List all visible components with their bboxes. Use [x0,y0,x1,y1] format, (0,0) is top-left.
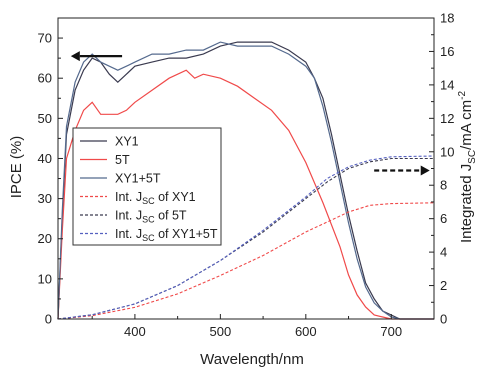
legend: XY1 5T XY1+5T Int. JSC of XY1 Int. JSC of 5T… [72,127,222,246]
series-line-1 [57,69,434,320]
y-left-tick-label: 50 [38,111,52,126]
series-line-5 [57,155,435,320]
legend-label: 5T [115,153,130,167]
series-layer [57,41,435,320]
x-tick-label: 400 [124,324,146,339]
x-axis-title: Wavelength/nm [200,351,304,367]
y-right-tick-label: 10 [440,144,454,159]
legend-label: Int. JSC of 5T [115,209,187,225]
series-line-2 [57,41,434,320]
y-right-tick-label: 16 [440,44,454,59]
tick-layer: 400 500 600 7000102030405060700246810121416… [38,11,455,340]
y-left-tick-label: 30 [38,191,52,206]
x-tick-label: 600 [295,324,317,339]
y-left-tick-label: 70 [38,31,52,46]
x-tick-label: 500 [210,324,232,339]
y-right-tick-label: 2 [440,278,447,293]
y-right-tick-label: 0 [440,312,447,327]
y-right-tick-label: 12 [440,111,454,126]
y-right-tick-label: 14 [440,77,454,92]
y-right-tick-label: 4 [440,245,447,260]
legend-label: Int. JSC of XY1+5T [115,227,218,243]
y-left-tick-label: 20 [38,231,52,246]
y-axis-left-title: IPCE (%) [8,136,25,199]
legend-box [72,127,222,246]
y-right-tick-label: 6 [440,211,447,226]
y-left-tick-label: 0 [45,312,52,327]
y-left-tick-label: 60 [38,71,52,86]
legend-label: Int. JSC of XY1 [115,190,196,206]
y-left-tick-label: 10 [38,271,52,286]
y-right-tick-label: 18 [440,11,454,26]
y-axis-right-title: Integrated JSC/mA cm-2 [457,91,477,243]
legend-label: XY1+5T [115,172,161,186]
y-left-tick-label: 40 [38,151,52,166]
arrow-layer [70,51,430,176]
legend-label: XY1 [115,135,139,149]
x-tick-label: 700 [380,324,402,339]
annotation-arrow-head [70,51,80,62]
annotation-arrow-head [420,165,430,176]
series-line-3 [57,202,435,320]
y-right-tick-label: 8 [440,178,447,193]
series-line-0 [57,41,434,320]
